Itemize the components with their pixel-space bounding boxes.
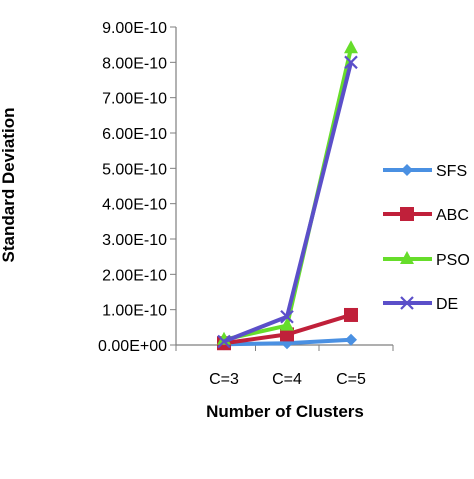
y-tick-label: 8.00E-10 bbox=[102, 55, 167, 72]
series-de bbox=[217, 55, 358, 349]
x-tick-label: C=3 bbox=[209, 371, 239, 388]
legend-item-de: DE bbox=[383, 296, 458, 313]
y-tick-label: 1.00E-10 bbox=[102, 303, 167, 320]
series bbox=[217, 40, 358, 351]
triangle-marker bbox=[280, 317, 294, 331]
diamond-marker bbox=[345, 333, 357, 346]
y-tick-label: 7.00E-10 bbox=[102, 91, 167, 108]
y-tick-label: 6.00E-10 bbox=[102, 126, 167, 143]
triangle-marker bbox=[400, 251, 414, 264]
square-marker bbox=[280, 327, 294, 342]
y-tick-label: 3.00E-10 bbox=[102, 232, 167, 249]
diamond-marker bbox=[401, 164, 413, 176]
y-tick-label: 4.00E-10 bbox=[102, 197, 167, 214]
x-tick-label: C=4 bbox=[272, 371, 302, 388]
y-ticks: 0.00E+00 1.00E-10 2.00E-10 3.00E-10 4.00E-10… bbox=[98, 20, 176, 355]
legend-label: DE bbox=[436, 296, 458, 313]
square-marker bbox=[344, 307, 358, 322]
y-tick-label: 0.00E+00 bbox=[98, 338, 167, 355]
y-tick-label: 2.00E-10 bbox=[102, 267, 167, 284]
y-tick-label: 9.00E-10 bbox=[102, 20, 167, 37]
triangle-marker bbox=[344, 40, 358, 54]
legend-label: ABC bbox=[436, 207, 469, 224]
legend-item-abc: ABC bbox=[383, 207, 469, 224]
x-ticks: C=3 C=4 C=5 bbox=[175, 345, 394, 388]
legend-item-pso: PSO bbox=[383, 251, 470, 269]
legend-label: SFS bbox=[436, 163, 467, 180]
x-marker bbox=[344, 55, 358, 70]
legend-label: PSO bbox=[436, 252, 470, 269]
square-marker bbox=[400, 207, 414, 221]
x-marker bbox=[217, 334, 231, 349]
x-axis-title: Number of Clusters bbox=[206, 402, 364, 421]
legend: SFS ABC PSO DE bbox=[383, 163, 470, 313]
legend-item-sfs: SFS bbox=[383, 163, 467, 180]
x-marker bbox=[280, 309, 294, 324]
y-axis-title: Standard Deviation bbox=[0, 108, 18, 263]
x-marker bbox=[400, 296, 414, 310]
y-tick-label: 5.00E-10 bbox=[102, 161, 167, 178]
x-tick-label: C=5 bbox=[336, 371, 366, 388]
